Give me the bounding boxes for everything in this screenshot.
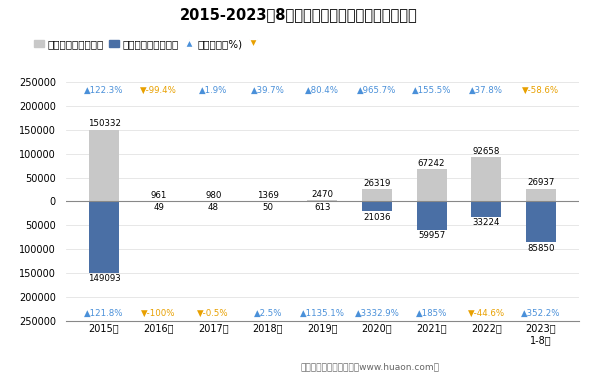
Bar [89,201,119,273]
Text: ▼-58.6%: ▼-58.6% [522,85,559,94]
Text: 85850: 85850 [527,244,555,253]
Bar [471,201,501,217]
Bar [89,130,119,201]
Text: 21036: 21036 [363,213,390,222]
Bar [471,157,501,201]
Text: ▲39.7%: ▲39.7% [251,85,285,94]
Text: ▲2.5%: ▲2.5% [254,308,282,317]
Text: 2015-2023年8月武汉经开综合保税区进、出口额: 2015-2023年8月武汉经开综合保税区进、出口额 [180,7,417,22]
Text: 961: 961 [150,191,167,200]
Text: 59957: 59957 [418,231,445,240]
Text: ▲37.8%: ▲37.8% [469,85,503,94]
Text: ▲1135.1%: ▲1135.1% [300,308,345,317]
Text: 149093: 149093 [88,274,121,283]
Text: ▼-99.4%: ▼-99.4% [140,85,177,94]
Text: ▲3332.9%: ▲3332.9% [355,308,399,317]
Text: ▲965.7%: ▲965.7% [357,85,396,94]
Text: 制图：华经产业研究院（www.huaon.com）: 制图：华经产业研究院（www.huaon.com） [301,362,439,371]
Text: 48: 48 [208,203,219,211]
Text: ▲121.8%: ▲121.8% [84,308,124,317]
Legend: 出口总额（万美元）, 进口总额（万美元）, 同比增速（%), : 出口总额（万美元）, 进口总额（万美元）, 同比增速（%), [30,35,266,53]
Text: ▲80.4%: ▲80.4% [306,85,339,94]
Text: ▼-100%: ▼-100% [141,308,176,317]
Bar [417,169,447,201]
Text: ▲1.9%: ▲1.9% [199,85,227,94]
Text: ▲122.3%: ▲122.3% [84,85,124,94]
Bar [362,201,392,211]
Text: ▼-44.6%: ▼-44.6% [467,308,504,317]
Text: 26937: 26937 [527,178,555,187]
Text: 26319: 26319 [364,179,390,188]
Text: 613: 613 [314,203,331,212]
Bar [526,189,556,201]
Text: 2470: 2470 [312,190,333,199]
Text: 1369: 1369 [257,191,279,200]
Bar [526,201,556,242]
Text: ▲352.2%: ▲352.2% [521,308,561,317]
Bar [417,201,447,230]
Text: 33224: 33224 [472,219,500,228]
Bar [307,200,337,201]
Text: 50: 50 [262,203,273,211]
Text: 980: 980 [205,191,221,200]
Bar [362,189,392,201]
Text: ▼-0.5%: ▼-0.5% [198,308,229,317]
Text: 49: 49 [153,203,164,211]
Text: ▲155.5%: ▲155.5% [412,85,451,94]
Text: ▲185%: ▲185% [416,308,447,317]
Text: 150332: 150332 [88,119,121,128]
Text: 92658: 92658 [472,147,500,156]
Text: 67242: 67242 [418,159,445,168]
